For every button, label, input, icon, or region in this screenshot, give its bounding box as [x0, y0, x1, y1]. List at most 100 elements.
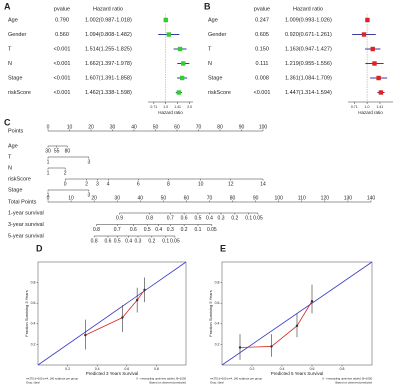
- row-label: N: [8, 61, 12, 67]
- panel-label: A: [4, 1, 11, 11]
- calibration-point: [135, 298, 139, 302]
- scale-tick-label: 60: [184, 195, 190, 201]
- row-label: Total Points: [8, 199, 37, 205]
- scale-tick-label: 30: [110, 124, 116, 130]
- scale-tick-label: 0.2: [231, 215, 238, 221]
- row-label: Gender: [208, 32, 227, 38]
- scale-tick-label: 0.8: [91, 238, 98, 244]
- calibration-point: [143, 288, 146, 292]
- scale-tick-label: 0.5: [194, 215, 201, 221]
- row-label: Stage: [8, 187, 22, 193]
- x-tick-label: 1.0: [163, 105, 168, 109]
- p-value: 0.150: [255, 46, 269, 52]
- calibration-point: [238, 346, 242, 349]
- scale-tick-label: 0.5: [144, 227, 151, 233]
- scale-tick-label: 0.9: [116, 215, 123, 221]
- scale-tick-label: 50: [161, 195, 167, 201]
- x-tick-label: 1.41: [174, 105, 181, 109]
- scale-tick-label: 0.7: [114, 227, 121, 233]
- row-label: Stage: [8, 75, 22, 81]
- y-tick-label: 0.8: [31, 281, 36, 285]
- scale-tick-label: 0.6: [130, 227, 137, 233]
- hazard-ratio-marker: [378, 90, 384, 95]
- hazard-ratio-label: 1.607(1.391-1.858): [85, 75, 132, 81]
- scale-tick-label: 4: [107, 181, 110, 187]
- hazard-ratio-marker: [176, 90, 182, 95]
- row-label: riskScore: [8, 176, 31, 182]
- scale-tick-label: 0.3: [218, 215, 225, 221]
- calibration-point: [84, 333, 87, 337]
- x-tick-label: 2.0: [187, 105, 192, 109]
- scale-tick-label: 3: [87, 159, 90, 165]
- footnote: Based on observed-predicted: [149, 381, 186, 385]
- ideal-line: [37, 261, 187, 366]
- scale-tick-label: 60: [174, 124, 180, 130]
- hazard-ratio-label: 1.662(1.397-1.978): [85, 61, 132, 67]
- x-tick-label: 0.71: [150, 105, 157, 109]
- footnote: n=375 d=160 p=4, 160 subjects per group: [26, 377, 78, 381]
- scale-tick-label: 90: [239, 124, 245, 130]
- y-tick-label: 0.6: [215, 301, 220, 305]
- scale-tick-label: 10: [67, 124, 73, 130]
- scale-tick-label: 55: [54, 148, 60, 154]
- calibration-line: [239, 300, 313, 348]
- row-label: Age: [8, 17, 18, 23]
- scale-tick-label: 10: [198, 181, 204, 187]
- hazard-ratio-label: 1.219(0.955-1.556): [285, 61, 332, 67]
- scale-tick-label: 110: [298, 195, 306, 201]
- calibration-point: [295, 324, 299, 328]
- x-tick-label: 0.8: [340, 367, 345, 371]
- scale-tick-label: 3: [87, 192, 90, 198]
- scale-tick-label: 30: [114, 195, 120, 201]
- x-axis-label: Hazard ratio: [358, 110, 383, 115]
- calibration-point: [270, 345, 273, 348]
- scale-tick-label: 0: [47, 195, 50, 201]
- x-tick-label: 0.2: [250, 367, 255, 371]
- p-value: <0.001: [54, 75, 71, 81]
- hazard-ratio-marker: [179, 75, 185, 81]
- scale-tick-label: 0: [64, 181, 67, 187]
- scale-tick-label: 0.1: [194, 227, 201, 233]
- p-value: 0.111: [256, 61, 269, 67]
- scale-tick-label: 0.6: [105, 238, 112, 244]
- x-tick-label: 0.71: [351, 105, 358, 109]
- y-tick-label: 0.2: [215, 342, 220, 346]
- column-header: pvalue: [54, 6, 70, 12]
- calibration-line: [85, 289, 145, 336]
- y-tick-label: 0.4: [31, 322, 36, 326]
- hazard-ratio-label: 1.361(1.084-1.709): [285, 75, 332, 81]
- row-label: Age: [8, 143, 18, 149]
- scale-tick-label: 1: [47, 192, 50, 198]
- hazard-ratio-label: 1.009(0.993-1.026): [285, 17, 332, 23]
- scale-tick-label: 80: [230, 195, 236, 201]
- scale-tick-label: 6: [137, 181, 140, 187]
- scale-tick-label: 50: [153, 124, 159, 130]
- hazard-ratio-marker: [181, 61, 186, 66]
- column-header: Hazard ratio: [293, 6, 323, 12]
- hazard-ratio-label: 1.447(1.314-1.594): [285, 90, 332, 96]
- scale-tick-label: 10: [68, 195, 74, 201]
- hazard-ratio-marker: [370, 46, 375, 52]
- row-label: 5-year survival: [8, 233, 44, 239]
- x-tick-label: 1.41: [377, 105, 384, 109]
- scale-tick-label: 70: [207, 195, 213, 201]
- scale-tick-label: 0.6: [181, 215, 188, 221]
- scale-tick-label: 0.05: [170, 238, 180, 244]
- scale-tick-label: 90: [253, 195, 259, 201]
- x-axis-label: Predicted 3 Years Survival: [86, 371, 139, 376]
- scale-tick-label: 1: [47, 159, 50, 165]
- scale-tick-label: 0.4: [125, 238, 132, 244]
- panel-label: B: [204, 1, 211, 11]
- hazard-ratio-marker: [365, 17, 370, 23]
- calibration-point: [121, 316, 124, 319]
- row-label: riskScore: [8, 90, 31, 96]
- hazard-ratio-label: 0.920(0.671-1.261): [285, 32, 332, 38]
- scale-tick-label: 0.8: [93, 227, 100, 233]
- x-tick-label: 0.4: [280, 367, 285, 371]
- scale-tick-label: 20: [91, 195, 97, 201]
- row-label: T: [208, 46, 212, 52]
- row-label: 3-year survival: [8, 222, 44, 228]
- column-header: pvalue: [254, 6, 270, 12]
- footnote: Gray: ideal: [210, 381, 224, 385]
- y-axis-label: Fraction Surviving 5 Years: [208, 290, 213, 336]
